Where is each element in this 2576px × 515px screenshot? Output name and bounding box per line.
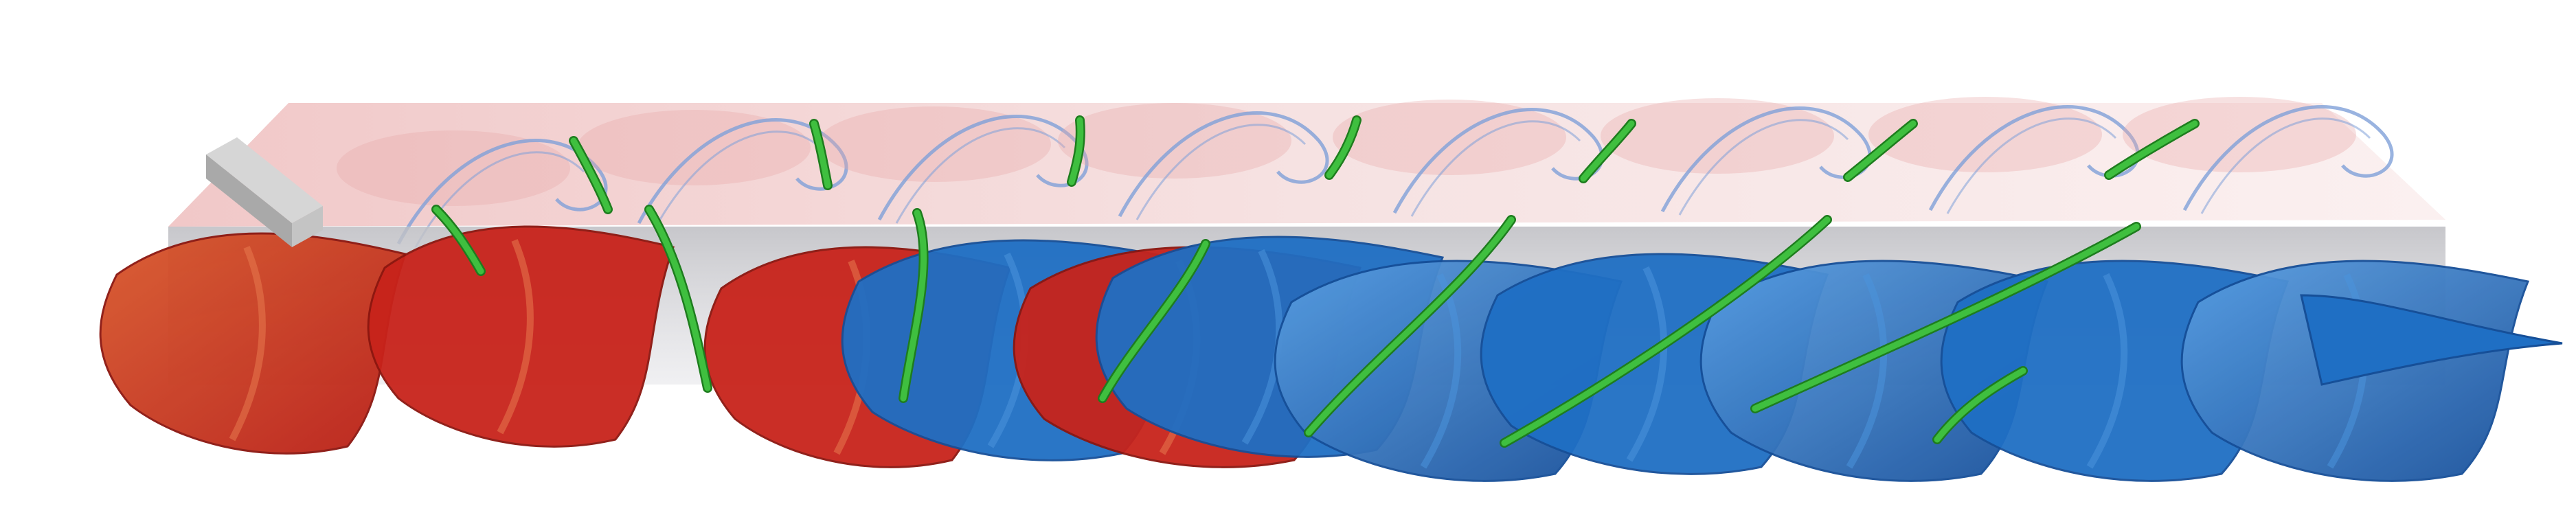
vorticity-slice bbox=[168, 103, 2445, 227]
vortex-sheet-tail bbox=[2300, 294, 2563, 386]
vortex-isosurfaces bbox=[99, 225, 2563, 482]
slice-swirl bbox=[1601, 98, 1872, 216]
vortex-sheet bbox=[367, 225, 675, 448]
slice-swirl bbox=[1058, 103, 1329, 220]
slice-swirl bbox=[1868, 97, 2140, 214]
vortex-core-lines bbox=[431, 115, 2200, 448]
rectangular-cylinder bbox=[206, 137, 323, 247]
slice-swirl-patterns bbox=[337, 97, 2394, 248]
slice-swirl bbox=[2123, 97, 2394, 214]
